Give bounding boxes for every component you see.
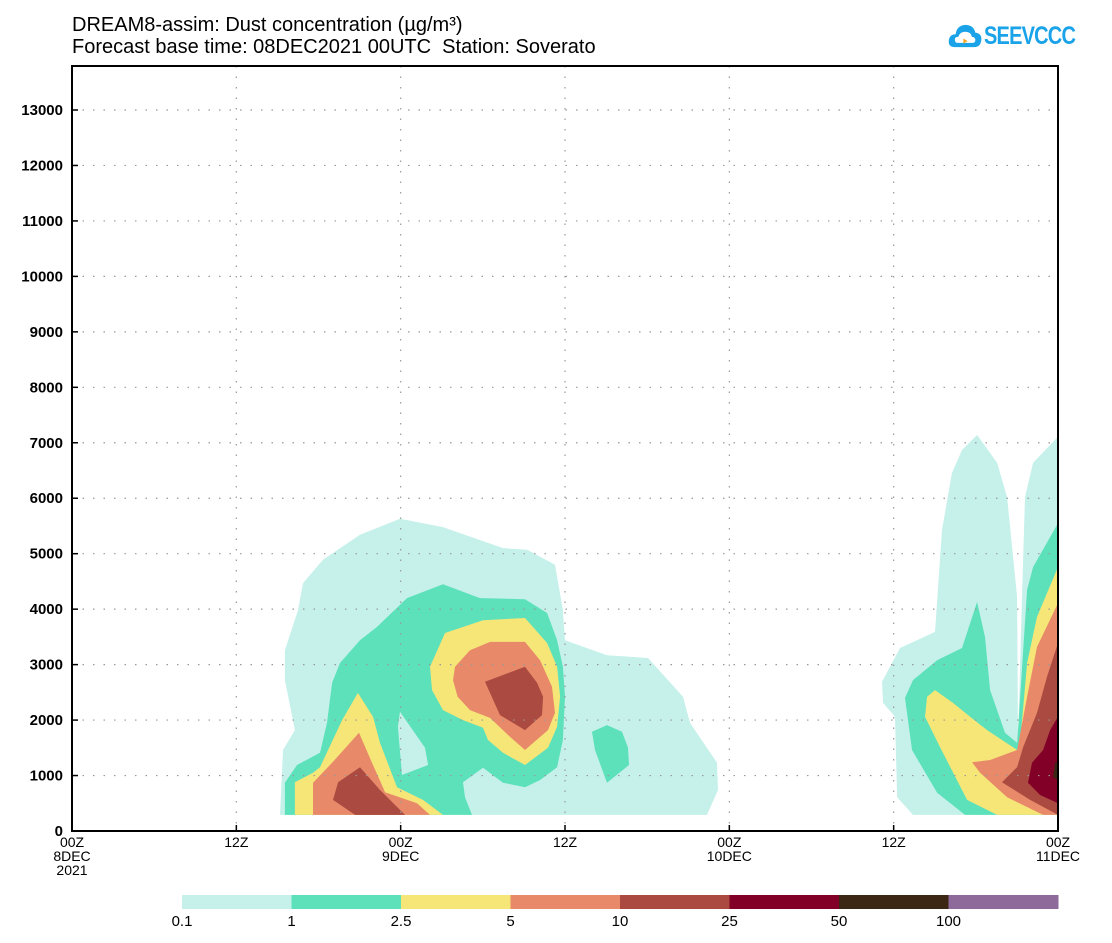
colorbar: 0.1 1 2.5 5 10 25 50 100 xyxy=(172,895,1059,930)
y-tick-label: 4000 xyxy=(30,601,63,618)
y-tick-label: 3000 xyxy=(30,657,63,674)
colorbar-swatch xyxy=(620,895,730,909)
cloud-icon xyxy=(948,24,982,48)
logo-text: SEEVCCC xyxy=(984,21,1076,50)
seevccc-logo: SEEVCCC xyxy=(948,16,1098,56)
chart-title: DREAM8-assim: Dust concentration (µg/m³) xyxy=(72,14,463,36)
colorbar-swatch xyxy=(729,895,840,909)
colorbar-label: 25 xyxy=(721,913,738,930)
contour-region-level-0.1 xyxy=(397,711,429,775)
x-tick-label: 10DEC xyxy=(707,848,752,864)
y-tick-label: 7000 xyxy=(30,435,63,452)
contour-region-level-1 xyxy=(592,725,629,783)
y-tick-label: 2000 xyxy=(30,712,63,729)
chart-subtitle: Forecast base time: 08DEC2021 00UTC Stat… xyxy=(72,36,596,58)
x-tick-label: 9DEC xyxy=(382,848,419,864)
y-tick-label: 8000 xyxy=(30,379,63,396)
colorbar-swatch xyxy=(401,895,511,909)
y-tick-label: 0 xyxy=(55,823,63,840)
colorbar-label: 50 xyxy=(831,913,848,930)
colorbar-label: 1 xyxy=(287,913,295,930)
contour-region-level-50 xyxy=(1053,762,1058,780)
y-tick-label: 12000 xyxy=(21,157,63,174)
colorbar-label: 100 xyxy=(936,913,961,930)
contour-region-level-10 xyxy=(485,666,544,731)
contour-layer xyxy=(280,435,1058,815)
x-tick-label: 00Z xyxy=(717,834,742,850)
colorbar-swatch xyxy=(291,895,402,909)
y-tick-label: 10000 xyxy=(21,268,63,285)
y-tick-label: 13000 xyxy=(21,102,63,119)
x-tick-label: 00Z xyxy=(389,834,414,850)
colorbar-label: 5 xyxy=(506,913,514,930)
y-tick-label: 5000 xyxy=(30,546,63,563)
grid-layer xyxy=(72,66,1058,831)
x-tick-label: 12Z xyxy=(553,834,578,850)
y-tick-label: 9000 xyxy=(30,324,63,341)
colorbar-label: 2.5 xyxy=(391,913,412,930)
colorbar-swatch xyxy=(510,895,621,909)
contour-region-level-25 xyxy=(1028,716,1058,804)
x-tick-label: 00Z xyxy=(60,834,85,850)
y-tick-label: 11000 xyxy=(22,213,63,230)
colorbar-label: 10 xyxy=(612,913,629,930)
colorbar-label: 0.1 xyxy=(172,913,193,930)
x-tick-label: 12Z xyxy=(224,834,249,850)
x-tick-label: 2021 xyxy=(56,862,87,878)
x-tick-label: 8DEC xyxy=(53,848,90,864)
x-tick-label: 00Z xyxy=(1046,834,1071,850)
colorbar-swatch xyxy=(839,895,949,909)
colorbar-swatch xyxy=(182,895,292,909)
contour-region-level-10 xyxy=(333,767,405,815)
x-tick-label: 12Z xyxy=(882,834,907,850)
y-tick-label: 1000 xyxy=(30,768,63,785)
y-tick-label: 6000 xyxy=(30,490,63,507)
y-axis: 0 1000 2000 3000 4000 5000 6000 7000 8000 9000 100… xyxy=(21,102,78,840)
colorbar-swatch xyxy=(948,895,1059,909)
x-tick-label: 11DEC xyxy=(1036,848,1080,864)
